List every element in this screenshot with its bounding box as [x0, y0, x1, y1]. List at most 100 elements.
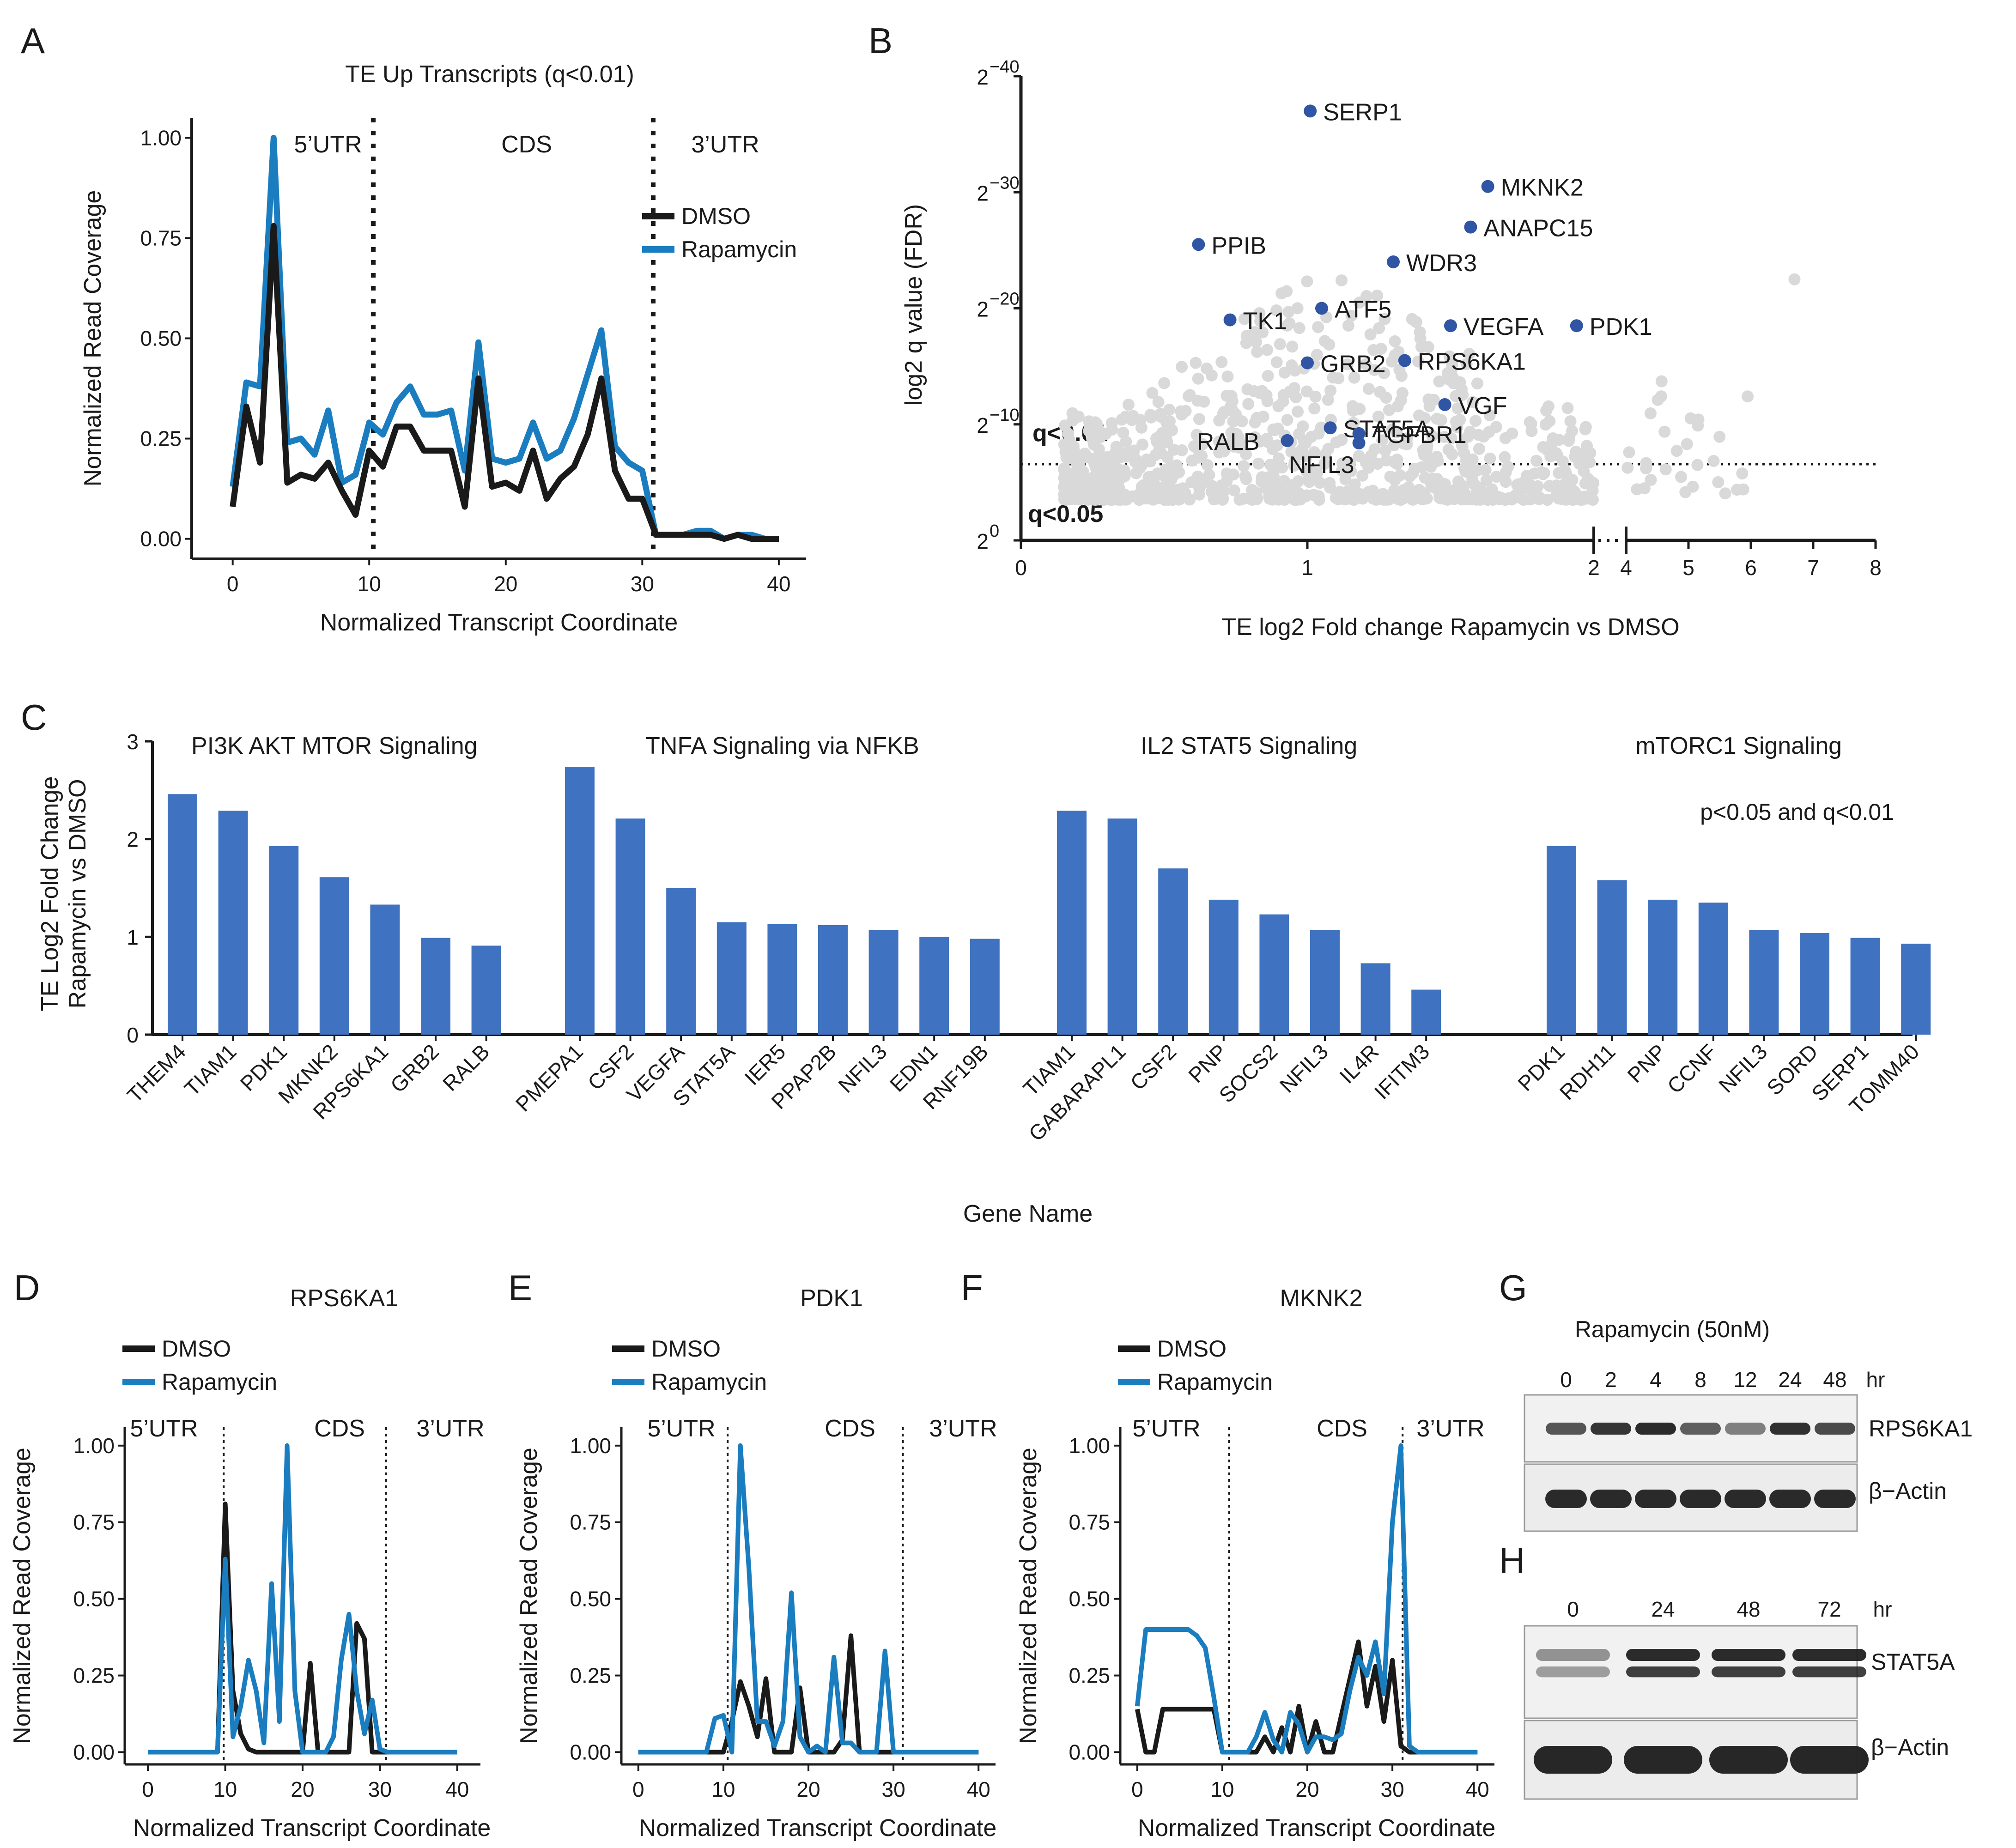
- point-gene-label: RPS6KA1: [1418, 349, 1526, 376]
- background-point: [1484, 452, 1496, 465]
- background-point: [1336, 464, 1348, 477]
- background-point: [1556, 455, 1569, 467]
- background-point: [1391, 426, 1403, 438]
- x-tick-label: 40: [1466, 1777, 1489, 1801]
- background-point: [1360, 358, 1372, 370]
- series-line-rapamycin: [1135, 1443, 1478, 1755]
- bar: [1850, 938, 1880, 1035]
- gene-label: THEM4: [122, 1039, 190, 1107]
- background-point: [1422, 341, 1434, 353]
- background-point: [1389, 335, 1401, 347]
- bar: [1749, 930, 1779, 1035]
- background-point: [1192, 372, 1204, 385]
- bar: [919, 937, 949, 1035]
- legend-label: Rapamycin: [651, 1369, 767, 1395]
- background-point: [1156, 427, 1168, 439]
- background-point: [1221, 389, 1233, 402]
- y-axis-label: Normalized Read Coverage: [1015, 1448, 1042, 1744]
- y-tick-label: 0.75: [570, 1510, 611, 1534]
- background-point: [1123, 446, 1135, 458]
- y-tick-label: 3: [127, 730, 139, 754]
- lane-label: 72: [1817, 1597, 1841, 1621]
- background-point: [1621, 461, 1634, 474]
- gene-label: RALB: [438, 1039, 494, 1096]
- band: [1545, 1490, 1587, 1508]
- group-title: PI3K AKT MTOR Signaling: [191, 733, 477, 759]
- region-label: CDS: [501, 131, 552, 158]
- background-point: [1289, 364, 1301, 377]
- background-point: [1347, 400, 1359, 412]
- x-tick-label: 10: [711, 1777, 735, 1801]
- point-gene-label: NFIL3: [1289, 452, 1354, 479]
- background-point: [1373, 322, 1385, 334]
- background-point: [1137, 479, 1149, 491]
- x-tick-label: 40: [767, 572, 790, 596]
- background-point: [1228, 484, 1240, 497]
- x-tick-label: 0: [1131, 1777, 1143, 1801]
- background-point: [1659, 463, 1672, 476]
- region-label: 3’UTR: [1416, 1415, 1484, 1442]
- background-point: [1122, 399, 1135, 411]
- background-point: [1401, 438, 1413, 450]
- background-point: [1443, 373, 1455, 386]
- background-point: [1531, 480, 1544, 492]
- bar: [1208, 899, 1239, 1035]
- background-point: [1538, 467, 1550, 479]
- region-label: 5’UTR: [1132, 1415, 1200, 1442]
- y-tick-exponent: −30: [990, 173, 1019, 193]
- point-gene-label: VEGFA: [1463, 314, 1544, 340]
- background-point: [1537, 441, 1549, 453]
- background-point: [1110, 441, 1123, 453]
- y-axis-label: Rapamycin vs DMSO: [64, 779, 91, 1009]
- background-point: [1324, 477, 1336, 489]
- y-tick-label: 2: [977, 65, 989, 89]
- western-g-title: Rapamycin (50nM): [1575, 1316, 1770, 1342]
- series-line-dmso: [638, 1633, 979, 1755]
- background-point: [1519, 475, 1531, 487]
- band: [1712, 1666, 1785, 1678]
- background-point: [1278, 475, 1290, 487]
- background-point: [1240, 337, 1252, 349]
- background-point: [1126, 490, 1138, 503]
- background-point: [1431, 473, 1443, 485]
- background-point: [1380, 392, 1392, 404]
- panel-letter-g: G: [1499, 1267, 1527, 1308]
- band: [1770, 1423, 1810, 1435]
- background-point: [1262, 370, 1274, 382]
- region-label: 3’UTR: [416, 1415, 484, 1442]
- group-title: TNFA Signaling via NFKB: [645, 733, 919, 759]
- background-point: [1105, 417, 1118, 430]
- background-point: [1438, 431, 1451, 443]
- background-point: [1372, 410, 1384, 423]
- background-point: [1681, 438, 1693, 450]
- bar: [370, 904, 400, 1035]
- series-line-dmso: [230, 223, 779, 542]
- background-point: [1376, 434, 1389, 447]
- background-point: [1464, 425, 1476, 438]
- background-point: [1161, 451, 1174, 464]
- y-tick-label: 0.25: [73, 1664, 115, 1688]
- y-axis-label: Normalized Read Coverage: [79, 190, 106, 487]
- background-point: [1684, 412, 1697, 424]
- band: [1626, 1666, 1700, 1678]
- background-point: [1487, 493, 1500, 505]
- background-point: [1336, 274, 1348, 287]
- panel-letter-c: C: [21, 697, 47, 738]
- bar: [1597, 880, 1627, 1035]
- y-axis-label: Normalized Read Coverage: [516, 1448, 542, 1744]
- background-point: [1470, 485, 1483, 497]
- band: [1712, 1649, 1785, 1661]
- background-point: [1394, 469, 1406, 481]
- lane-label: 0: [1567, 1597, 1579, 1621]
- background-point: [1324, 384, 1337, 397]
- background-point: [1315, 421, 1327, 434]
- y-tick-label: 2: [977, 529, 989, 553]
- background-point: [1114, 473, 1126, 485]
- significant-point: [1481, 180, 1494, 193]
- background-point: [1134, 414, 1147, 426]
- y-axis-label: Normalized Read Coverage: [9, 1448, 36, 1744]
- band: [1814, 1490, 1856, 1508]
- y-axis-label: log2 q value (FDR): [900, 204, 927, 406]
- background-point: [1362, 461, 1375, 474]
- panel-a-line-chart: 0.00 0.25 0.50 0.75 1.00 0 10 20 30 40 5’UTR CDS 3’U…: [79, 61, 806, 636]
